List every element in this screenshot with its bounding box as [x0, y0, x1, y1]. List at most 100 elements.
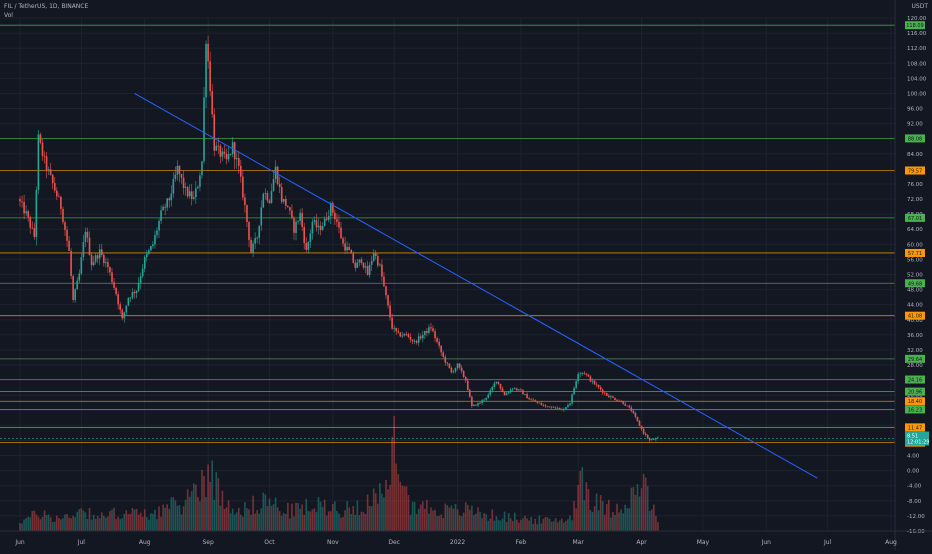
candle-body: [507, 392, 510, 394]
volume-bar: [219, 505, 222, 531]
candle-body: [297, 220, 299, 222]
candle-body: [466, 380, 469, 391]
candle-body: [131, 292, 134, 298]
volume-bar: [35, 514, 38, 531]
candle-body: [72, 276, 74, 300]
volume-bar: [338, 513, 340, 531]
volume-bar: [289, 518, 291, 531]
candle-body: [80, 257, 83, 274]
volume-bar: [581, 467, 584, 531]
volume-bar: [379, 483, 381, 531]
candle-body: [548, 406, 551, 408]
candle-body: [162, 206, 164, 211]
candle-body: [593, 380, 596, 385]
candle-body: [152, 244, 154, 246]
level-tag: [905, 405, 925, 414]
candle-body: [338, 221, 340, 228]
candle-body: [342, 238, 344, 244]
candle-body: [199, 175, 201, 187]
candle-body: [160, 210, 162, 221]
levels-layer: [0, 24, 895, 444]
volume-bar: [291, 503, 293, 531]
y-tick-label: 40.00: [907, 318, 923, 324]
volume-bar: [113, 507, 115, 531]
level-tag-label: 29.64: [908, 357, 922, 363]
candle-body: [135, 290, 138, 294]
candle-body: [94, 255, 97, 262]
volume-bar: [244, 502, 246, 531]
volume-bar: [313, 508, 316, 531]
candle-body: [495, 381, 498, 384]
candle-body: [180, 173, 183, 178]
candle-body: [137, 282, 140, 291]
candle-body: [334, 212, 336, 220]
volume-bar: [94, 518, 97, 531]
candle-body: [389, 305, 391, 318]
candle-body: [606, 393, 608, 396]
candle-body: [109, 267, 111, 273]
candle-body: [391, 317, 393, 329]
volume-bar: [287, 502, 289, 531]
candle-body: [430, 327, 432, 329]
volume-bar: [272, 504, 275, 531]
volume-bar: [450, 505, 453, 531]
volume-bar: [329, 511, 332, 531]
candle-body: [100, 249, 103, 255]
volume-bar: [413, 501, 416, 531]
volume-bar: [481, 518, 483, 531]
y-tick-label: 0.00: [907, 469, 920, 475]
candle-body: [49, 169, 52, 175]
candle-body: [215, 145, 218, 151]
candle-body: [31, 227, 34, 229]
level-tag: [905, 279, 925, 288]
volume-bar: [297, 503, 299, 531]
volume-bar: [33, 510, 36, 531]
volume-bar: [558, 520, 561, 531]
candle-body: [569, 403, 571, 406]
volume-bar: [29, 517, 32, 531]
price-axis[interactable]: 120.00 116.00 112.00 108.00 104.00 100.00 96.0…: [894, 0, 927, 550]
candle-body: [156, 230, 158, 236]
candle-body: [313, 220, 316, 222]
volume-bar: [479, 511, 481, 531]
volume-bar: [39, 519, 42, 531]
volume-bar: [64, 514, 66, 531]
candle-body: [287, 205, 289, 208]
candle-body: [250, 239, 252, 253]
candle-body: [252, 243, 254, 253]
volume-bar: [458, 515, 461, 531]
candle-body: [640, 425, 643, 429]
time-axis[interactable]: Jun Jul Aug Sep Oct Nov Dec 2022 Feb Mar Apr May Jun…: [0, 530, 932, 546]
volume-bar: [139, 512, 142, 531]
candle-body: [258, 225, 261, 238]
candle-body: [115, 287, 117, 295]
volume-bar: [260, 508, 263, 531]
volume-bar: [419, 504, 422, 531]
price-tags: 118.09 88.08 79.57 67.01 57.71 49.68 41.08 29.6…: [0, 21, 929, 447]
candle-body: [352, 253, 355, 263]
volume-bar: [70, 518, 72, 531]
candle-body: [655, 437, 657, 440]
volume-bar: [648, 510, 651, 531]
volume-bar: [344, 510, 346, 531]
candle-body: [385, 286, 387, 296]
candle-body: [554, 407, 557, 409]
candle-body: [626, 405, 629, 407]
volume-bar: [628, 508, 631, 531]
volume-bar: [182, 506, 185, 531]
candle-body: [176, 165, 179, 175]
candle-body: [374, 253, 377, 256]
volume-bar: [107, 516, 109, 531]
candle-body: [311, 221, 314, 234]
volume-bar: [235, 512, 238, 531]
y-tick-label: -4.00: [907, 484, 922, 490]
volume-bar: [556, 522, 559, 531]
candle-body: [601, 389, 604, 393]
candle-body: [511, 388, 514, 390]
volume-bar: [92, 514, 95, 531]
current-price-tag: [905, 431, 929, 446]
x-tick-label: Dec: [388, 539, 400, 546]
candle-body: [417, 336, 420, 343]
